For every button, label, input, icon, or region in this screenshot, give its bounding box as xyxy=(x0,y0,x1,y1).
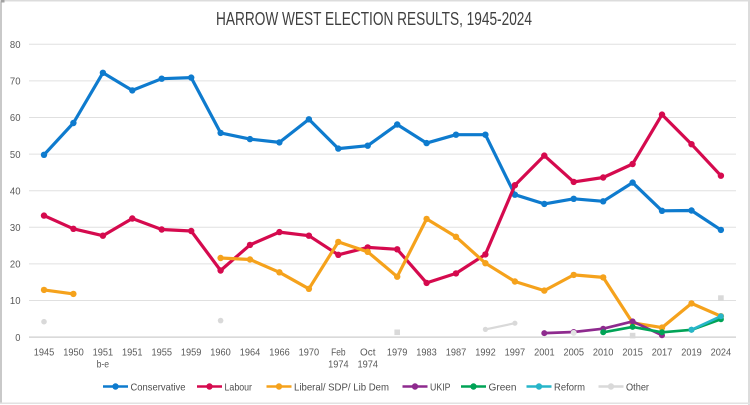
svg-text:HARROW WEST ELECTION RESULTS,: HARROW WEST ELECTION RESULTS, 1945-2024 xyxy=(216,8,532,29)
svg-text:10: 10 xyxy=(10,295,21,307)
svg-text:1960: 1960 xyxy=(210,347,231,359)
svg-text:1987: 1987 xyxy=(446,347,467,359)
svg-text:0: 0 xyxy=(15,332,20,344)
svg-text:1966: 1966 xyxy=(269,347,290,359)
svg-text:2010: 2010 xyxy=(593,347,614,359)
svg-text:60: 60 xyxy=(10,112,21,124)
svg-text:Oct: Oct xyxy=(360,347,376,359)
svg-text:1979: 1979 xyxy=(387,347,408,359)
svg-text:1951: 1951 xyxy=(122,347,143,359)
svg-text:1992: 1992 xyxy=(475,347,496,359)
svg-text:30: 30 xyxy=(10,222,21,234)
svg-text:1945: 1945 xyxy=(34,347,55,359)
svg-text:2015: 2015 xyxy=(622,347,643,359)
svg-text:1951: 1951 xyxy=(93,347,114,359)
svg-text:1950: 1950 xyxy=(63,347,84,359)
svg-text:1983: 1983 xyxy=(416,347,437,359)
svg-text:2019: 2019 xyxy=(681,347,702,359)
svg-text:UKIP: UKIP xyxy=(430,381,451,393)
svg-text:Feb: Feb xyxy=(331,347,346,359)
svg-text:1974: 1974 xyxy=(358,359,379,371)
svg-text:70: 70 xyxy=(10,76,21,88)
svg-text:40: 40 xyxy=(10,185,21,197)
svg-text:1955: 1955 xyxy=(152,347,173,359)
svg-text:Green: Green xyxy=(489,381,517,393)
svg-text:50: 50 xyxy=(10,149,21,161)
svg-text:Conservative: Conservative xyxy=(131,381,186,393)
svg-text:Reform: Reform xyxy=(554,381,585,393)
svg-text:80: 80 xyxy=(10,39,21,51)
svg-text:1974: 1974 xyxy=(328,359,349,371)
svg-text:20: 20 xyxy=(10,259,21,271)
svg-text:Labour: Labour xyxy=(225,381,253,393)
svg-text:2017: 2017 xyxy=(652,347,673,359)
svg-text:1997: 1997 xyxy=(505,347,526,359)
svg-text:1959: 1959 xyxy=(181,347,202,359)
svg-text:2024: 2024 xyxy=(711,347,732,359)
svg-text:1964: 1964 xyxy=(240,347,261,359)
svg-text:Liberal/ SDP/ Lib Dem: Liberal/ SDP/ Lib Dem xyxy=(294,381,389,393)
svg-text:1970: 1970 xyxy=(299,347,320,359)
svg-text:b-e: b-e xyxy=(97,359,110,371)
svg-text:2001: 2001 xyxy=(534,347,555,359)
svg-text:Other: Other xyxy=(626,381,649,393)
svg-text:2005: 2005 xyxy=(564,347,585,359)
